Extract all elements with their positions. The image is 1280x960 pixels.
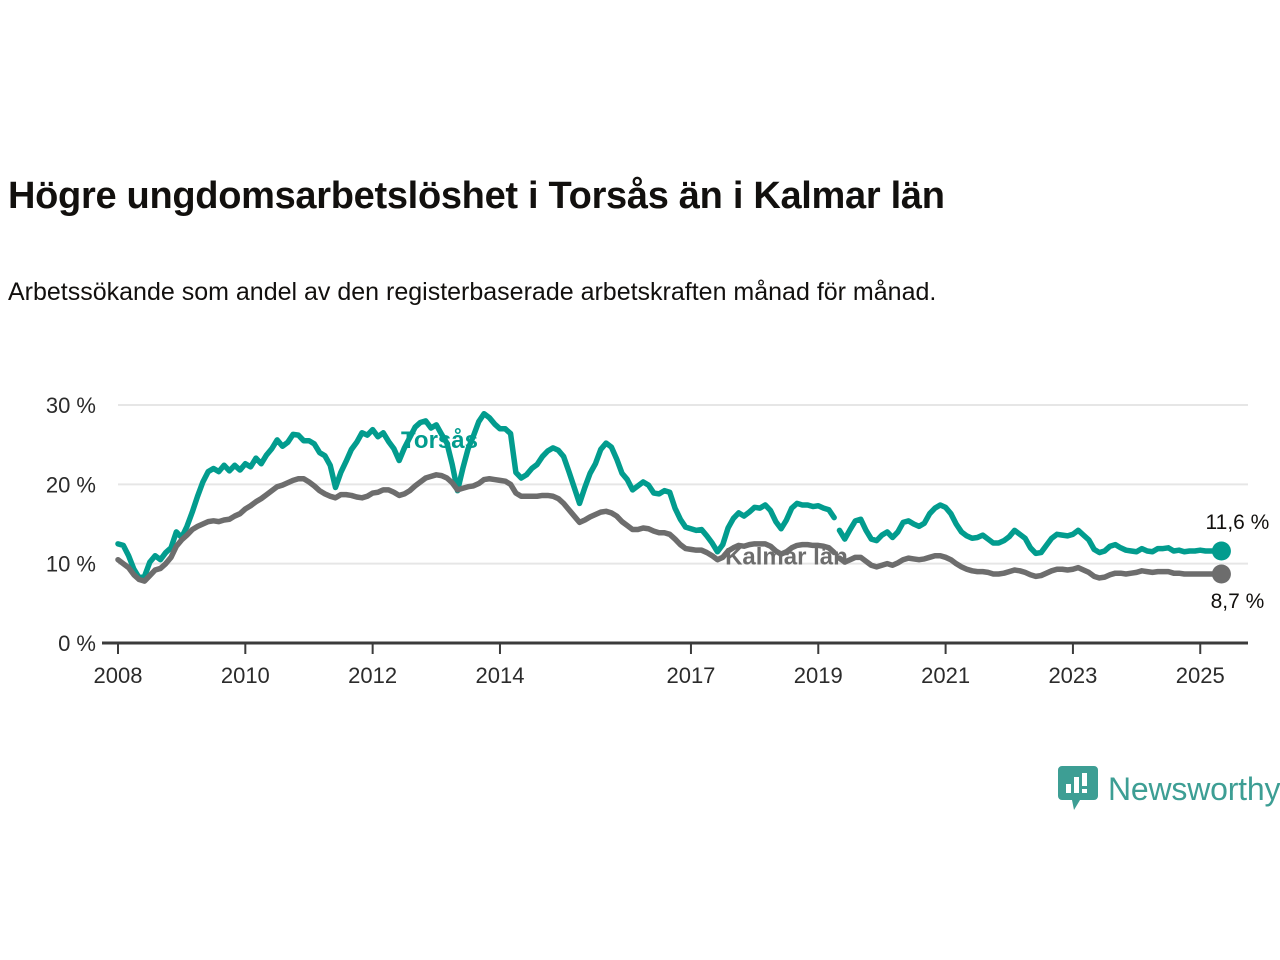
- series-line-torsås: [836, 502, 1225, 557]
- page-title: Högre ungdomsarbetslöshet i Torsås än i …: [8, 175, 945, 218]
- newsworthy-logo[interactable]: Newsworthy: [1058, 766, 1280, 812]
- y-axis-tick-labels: 0 % 10 % 20 % 30 %: [46, 393, 96, 656]
- x-tick-label: 2010: [221, 663, 270, 688]
- y-tick-label: 10 %: [46, 552, 96, 577]
- x-tick-label: 2021: [921, 663, 970, 688]
- series-line-torsås: [115, 410, 837, 581]
- series-lines: [115, 410, 1225, 584]
- gridlines: [118, 404, 1248, 565]
- y-tick-label: 30 %: [46, 393, 96, 418]
- x-axis-tick-labels: 2008 2010 2012 2014 2017 2019 2021 2023 2025: [94, 663, 1225, 688]
- chart-svg: 0 % 10 % 20 % 30 % Torsås Kalmar län 11,6 % 8…: [46, 393, 1270, 688]
- series-line-kalmar-län: [836, 552, 1225, 581]
- y-tick-label: 20 %: [46, 472, 96, 497]
- newsworthy-wordmark: Newsworthy: [1108, 771, 1280, 807]
- end-point-markers: [1211, 541, 1231, 584]
- x-tick-label: 2025: [1176, 663, 1225, 688]
- series-inline-labels: Torsås Kalmar län: [401, 427, 848, 571]
- x-tick-label: 2019: [794, 663, 843, 688]
- x-tick-label: 2008: [94, 663, 143, 688]
- x-tick-label: 2014: [475, 663, 524, 688]
- series-label-torsås: Torsås: [401, 427, 478, 454]
- series-label-kalmar-län: Kalmar län: [725, 543, 848, 570]
- x-tick-label: 2017: [666, 663, 715, 688]
- x-tick-label: 2023: [1048, 663, 1097, 688]
- end-value-label-torsås: 11,6 %: [1206, 511, 1270, 534]
- end-value-label-kalmar-län: 8,7 %: [1211, 590, 1265, 613]
- bar-chart-bubble-icon: [1058, 766, 1098, 812]
- end-marker-kalmar-län: [1211, 564, 1231, 584]
- x-tick-label: 2012: [348, 663, 397, 688]
- line-chart: 0 % 10 % 20 % 30 % Torsås Kalmar län 11,6 % 8…: [0, 370, 1280, 700]
- x-axis: [102, 641, 1248, 654]
- y-tick-label: 0 %: [58, 631, 96, 656]
- end-value-labels: 11,6 % 8,7 %: [1206, 511, 1270, 613]
- series-line-kalmar-län: [115, 472, 837, 584]
- end-marker-torsås: [1211, 541, 1231, 561]
- page-subtitle: Arbetssökande som andel av den registerb…: [8, 278, 937, 306]
